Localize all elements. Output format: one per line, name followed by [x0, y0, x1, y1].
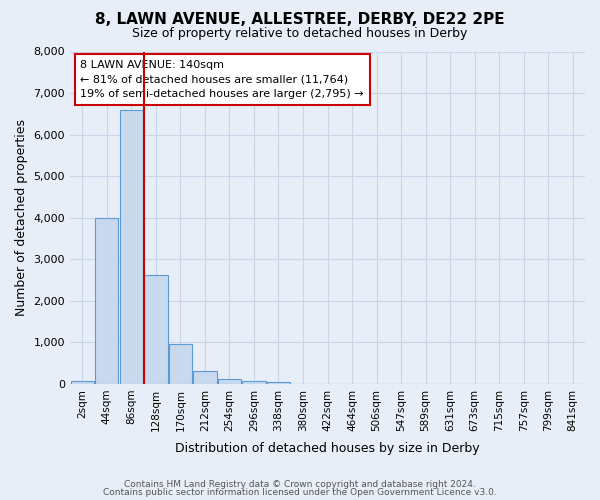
- Bar: [242, 380, 266, 384]
- Text: Size of property relative to detached houses in Derby: Size of property relative to detached ho…: [133, 28, 467, 40]
- Bar: [267, 382, 290, 384]
- Bar: [169, 344, 192, 384]
- Bar: [95, 218, 118, 384]
- Bar: [71, 381, 94, 384]
- Text: Contains HM Land Registry data © Crown copyright and database right 2024.: Contains HM Land Registry data © Crown c…: [124, 480, 476, 489]
- Bar: [144, 274, 167, 384]
- Text: 8 LAWN AVENUE: 140sqm
← 81% of detached houses are smaller (11,764)
19% of semi-: 8 LAWN AVENUE: 140sqm ← 81% of detached …: [80, 60, 364, 100]
- Bar: [119, 110, 143, 384]
- X-axis label: Distribution of detached houses by size in Derby: Distribution of detached houses by size …: [175, 442, 480, 455]
- Text: Contains public sector information licensed under the Open Government Licence v3: Contains public sector information licen…: [103, 488, 497, 497]
- Text: 8, LAWN AVENUE, ALLESTREE, DERBY, DE22 2PE: 8, LAWN AVENUE, ALLESTREE, DERBY, DE22 2…: [95, 12, 505, 28]
- Y-axis label: Number of detached properties: Number of detached properties: [15, 119, 28, 316]
- Bar: [218, 379, 241, 384]
- Bar: [193, 371, 217, 384]
